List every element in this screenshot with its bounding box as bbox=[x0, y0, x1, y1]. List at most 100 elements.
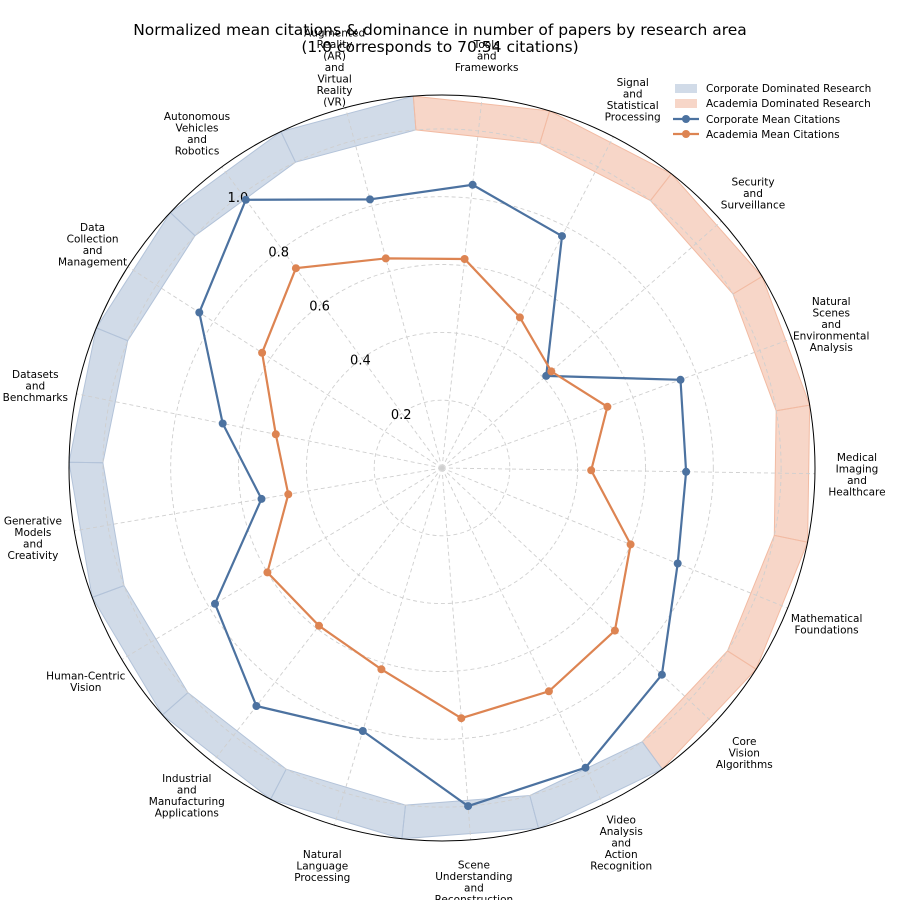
radial-tick-label: 0.2 bbox=[391, 408, 412, 423]
radial-tick-label: 0.4 bbox=[350, 354, 371, 369]
dominance-band-corporate bbox=[269, 768, 407, 840]
grid-ring bbox=[238, 264, 646, 672]
category-label: Human-Centric Vision bbox=[46, 670, 125, 694]
category-label: Generative Models and Creativity bbox=[4, 516, 62, 563]
legend-swatch-academia-band bbox=[675, 99, 697, 108]
grid-spoke bbox=[333, 467, 443, 826]
data-point-corporate bbox=[464, 802, 473, 811]
data-point-corporate bbox=[581, 763, 590, 772]
data-point-academia bbox=[610, 626, 619, 635]
series-line-corporate bbox=[198, 183, 688, 808]
grid-spoke bbox=[441, 338, 792, 469]
series-lines bbox=[195, 180, 691, 811]
data-point-academia bbox=[515, 313, 524, 322]
series-line-academia bbox=[260, 257, 632, 720]
dominance-band-corporate bbox=[95, 211, 196, 342]
category-label: Natural Language Processing bbox=[294, 849, 350, 884]
data-point-academia bbox=[284, 490, 293, 499]
category-label: Augmented Reality (AR) and Virtual Reality (VR… bbox=[304, 28, 365, 109]
category-label: Mathematical Foundations bbox=[791, 613, 863, 637]
grid-spoke bbox=[127, 266, 443, 469]
category-label: Scene Understanding and Reconstruction bbox=[435, 860, 514, 900]
grid-ring bbox=[170, 196, 714, 740]
grid-spoke bbox=[74, 467, 443, 532]
data-point-academia bbox=[381, 254, 390, 263]
grid-spoke bbox=[441, 467, 715, 724]
data-point-corporate bbox=[676, 375, 685, 384]
grid-spoke bbox=[212, 467, 443, 763]
dominance-band-corporate bbox=[91, 584, 189, 716]
data-point-academia bbox=[626, 540, 635, 549]
data-point-corporate bbox=[657, 670, 666, 679]
category-label: Tools and Frameworks bbox=[455, 39, 519, 74]
legend: Corporate Dominated Research Academia Do… bbox=[673, 83, 871, 141]
data-point-corporate bbox=[241, 195, 250, 204]
data-point-corporate bbox=[558, 232, 566, 241]
grid-spoke bbox=[441, 136, 614, 469]
category-label: Natural Scenes and Environmental Analysis bbox=[793, 296, 869, 354]
legend-label-corporate-line: Corporate Mean Citations bbox=[706, 114, 840, 126]
category-label: Industrial and Manufacturing Applications bbox=[149, 773, 225, 820]
radial-tick-labels: 0.20.40.60.81.0 bbox=[228, 191, 412, 423]
category-label: Medical Imaging and Healthcare bbox=[828, 452, 885, 499]
dominance-band-academia bbox=[539, 110, 673, 202]
polar-grid bbox=[74, 97, 816, 840]
data-point-academia bbox=[263, 568, 272, 577]
data-point-academia bbox=[457, 714, 466, 723]
data-point-corporate bbox=[673, 559, 682, 568]
radial-tick-label: 0.6 bbox=[309, 300, 330, 315]
data-point-academia bbox=[291, 264, 300, 273]
category-label: Datasets and Benchmarks bbox=[3, 369, 68, 404]
category-label: Signal and Statistical Processing bbox=[605, 77, 661, 124]
data-point-academia bbox=[258, 348, 267, 357]
chart-subtitle: (1.0 corresponds to 70.54 citations) bbox=[301, 38, 578, 56]
grid-spoke bbox=[441, 467, 472, 840]
legend-swatch-corporate-band bbox=[675, 84, 697, 93]
data-point-corporate bbox=[211, 599, 219, 608]
category-label: Data Collection and Management bbox=[58, 222, 127, 269]
legend-label-academia-line: Academia Mean Citations bbox=[706, 129, 840, 141]
data-point-academia bbox=[271, 430, 280, 439]
data-point-corporate bbox=[358, 727, 367, 735]
grid-ring bbox=[305, 331, 579, 605]
dominance-band-academia bbox=[732, 275, 811, 412]
dominance-band-corporate bbox=[68, 461, 125, 599]
data-point-academia bbox=[544, 687, 553, 696]
data-point-corporate bbox=[257, 494, 266, 503]
grid-spoke bbox=[76, 393, 443, 469]
legend-marker-corporate bbox=[682, 115, 690, 123]
grid-spoke bbox=[121, 467, 443, 660]
category-label: Security and Surveillance bbox=[721, 177, 785, 212]
data-point-academia bbox=[603, 402, 612, 411]
category-label: Autonomous Vehicles and Robotics bbox=[164, 111, 230, 158]
data-point-corporate bbox=[366, 195, 374, 204]
data-point-academia bbox=[547, 367, 556, 376]
grid-spoke bbox=[345, 107, 443, 469]
chart-title: Normalized mean citations & dominance in… bbox=[133, 21, 747, 39]
grid-ring bbox=[102, 128, 782, 808]
grid-ring bbox=[373, 399, 511, 537]
data-point-corporate bbox=[468, 180, 477, 189]
grid-spoke bbox=[221, 166, 443, 469]
dominance-band-corporate bbox=[280, 95, 417, 163]
legend-label-academia-band: Academia Dominated Research bbox=[706, 98, 871, 110]
data-point-academia bbox=[460, 255, 469, 263]
category-labels: Augmented Reality (AR) and Virtual Reality (VR… bbox=[3, 28, 886, 900]
data-point-academia bbox=[377, 665, 386, 674]
dominance-band-corporate bbox=[68, 327, 129, 464]
legend-marker-academia bbox=[682, 130, 690, 138]
radial-tick-label: 0.8 bbox=[268, 245, 289, 260]
data-point-corporate bbox=[252, 702, 261, 710]
legend-label-corporate-band: Corporate Dominated Research bbox=[706, 83, 871, 95]
category-label: Core Vision Algorithms bbox=[716, 736, 773, 771]
category-label: Video Analysis and Action Recognition bbox=[590, 814, 652, 872]
grid-spoke bbox=[441, 97, 483, 469]
grid-spoke bbox=[441, 220, 722, 469]
data-point-academia bbox=[587, 466, 596, 475]
data-point-corporate bbox=[682, 467, 691, 476]
data-point-corporate bbox=[195, 308, 204, 317]
outer-circle bbox=[68, 94, 816, 842]
grid-spoke bbox=[441, 467, 604, 805]
data-point-corporate bbox=[218, 419, 227, 428]
